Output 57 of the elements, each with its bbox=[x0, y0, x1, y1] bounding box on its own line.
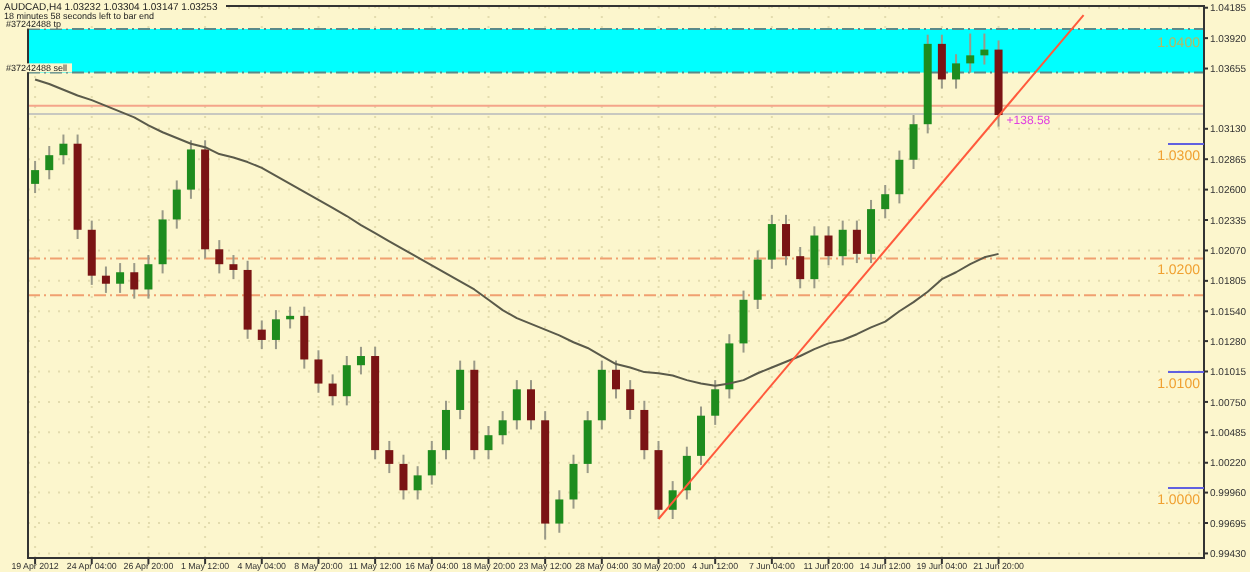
candlestick bbox=[555, 489, 564, 534]
candlestick bbox=[399, 453, 408, 501]
candlestick bbox=[342, 355, 351, 407]
candlestick bbox=[852, 219, 861, 265]
candlestick bbox=[682, 445, 691, 501]
candlestick bbox=[87, 219, 96, 286]
candlestick bbox=[229, 254, 238, 281]
candlestick bbox=[569, 453, 578, 510]
candlestick bbox=[215, 239, 224, 275]
candlestick bbox=[526, 379, 535, 431]
candlestick bbox=[158, 209, 167, 275]
candlestick bbox=[300, 305, 309, 370]
line-series bbox=[34, 78, 1000, 387]
candlestick bbox=[356, 345, 365, 376]
candlestick bbox=[172, 179, 181, 230]
candlestick bbox=[130, 262, 139, 300]
candlestick bbox=[583, 410, 592, 475]
candlestick bbox=[512, 379, 521, 431]
candlestick bbox=[144, 254, 153, 300]
candlestick bbox=[413, 465, 422, 501]
candlestick bbox=[767, 213, 776, 270]
candlestick bbox=[810, 225, 819, 290]
candlestick bbox=[796, 246, 805, 290]
candlestick bbox=[328, 373, 337, 407]
candlestick bbox=[881, 184, 890, 220]
candlestick bbox=[31, 159, 40, 195]
candlestick bbox=[484, 425, 493, 461]
candlestick bbox=[314, 349, 323, 394]
candlestick bbox=[101, 265, 110, 294]
candlestick bbox=[456, 359, 465, 421]
candlestick bbox=[186, 139, 195, 200]
candlestick bbox=[739, 289, 748, 354]
candlestick bbox=[59, 133, 68, 166]
candlestick bbox=[116, 262, 125, 294]
candlestick bbox=[725, 333, 734, 400]
candlestick bbox=[711, 379, 720, 426]
candlestick bbox=[838, 219, 847, 267]
candlestick bbox=[640, 399, 649, 461]
candlestick bbox=[441, 399, 450, 461]
candlestick bbox=[895, 149, 904, 205]
candlestick bbox=[909, 114, 918, 170]
candlestick bbox=[271, 309, 280, 351]
candlestick bbox=[498, 410, 507, 446]
candlestick bbox=[782, 213, 791, 267]
candlestick bbox=[626, 379, 635, 421]
candlestick bbox=[697, 405, 706, 467]
candlestick bbox=[867, 198, 876, 265]
candlestick bbox=[937, 33, 946, 90]
candlestick bbox=[427, 439, 436, 486]
candlestick bbox=[612, 359, 620, 400]
candlestick bbox=[966, 32, 975, 74]
candlestick bbox=[753, 249, 762, 310]
candlestick bbox=[952, 53, 961, 90]
candlestick bbox=[257, 319, 266, 351]
candlestick bbox=[824, 225, 833, 267]
candlestick bbox=[45, 145, 54, 181]
candlestick bbox=[385, 439, 394, 475]
